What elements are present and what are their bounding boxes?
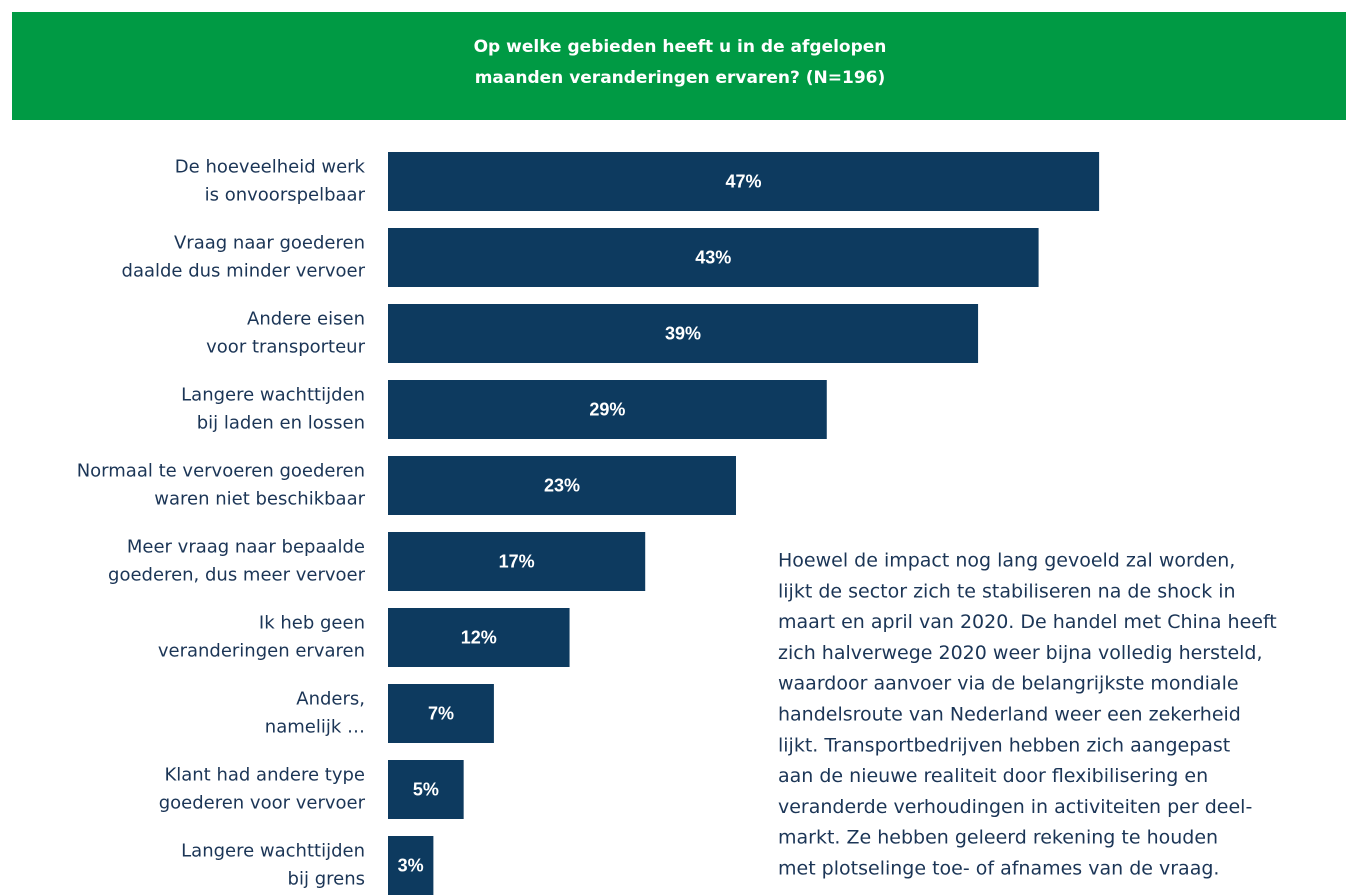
category-label: voor transporteur xyxy=(206,337,365,358)
bar xyxy=(388,532,646,591)
annotation-line: Hoewel de impact nog lang gevoeld zal wo… xyxy=(778,550,1235,572)
bar xyxy=(388,304,979,363)
chart-title: maanden veranderingen ervaren? (N=196) xyxy=(475,68,886,88)
annotation-line: markt. Ze hebben geleerd rekening te hou… xyxy=(778,827,1218,849)
bar xyxy=(388,380,827,439)
category-label: bij grens xyxy=(288,869,365,890)
annotation-line: waardoor aanvoer via de belangrijkste mo… xyxy=(778,673,1239,695)
header-band xyxy=(12,12,1346,120)
value-label: 23% xyxy=(544,475,580,495)
annotation-line: maart en april van 2020. De handel met C… xyxy=(778,611,1277,633)
category-label: Klant had andere type xyxy=(164,765,365,786)
category-label: Langere wachttijden xyxy=(181,385,365,406)
category-label: Anders, xyxy=(296,689,365,710)
category-label: Vraag naar goederen xyxy=(174,233,365,254)
annotation-line: aan de nieuwe realiteit door flexibilise… xyxy=(778,765,1208,787)
annotation-line: met plotselinge toe- of afnames van de v… xyxy=(778,858,1219,880)
category-label: bij laden en lossen xyxy=(197,413,365,434)
category-label: daalde dus minder vervoer xyxy=(122,261,366,282)
bar xyxy=(388,760,464,819)
category-label: goederen voor vervoer xyxy=(159,793,366,814)
bar xyxy=(388,608,570,667)
category-label: goederen, dus meer vervoer xyxy=(108,565,366,586)
bar xyxy=(388,684,494,743)
category-label: De hoeveelheid werk xyxy=(175,157,366,178)
category-label: Langere wachttijden xyxy=(181,841,365,862)
annotation-line: lijkt de sector zich te stabiliseren na … xyxy=(778,580,1236,602)
value-label: 43% xyxy=(695,247,731,267)
category-label: Andere eisen xyxy=(247,309,365,330)
category-label: Meer vraag naar bepaalde xyxy=(127,537,365,558)
annotation-line: veranderde verhoudingen in activiteiten … xyxy=(778,796,1252,818)
bar xyxy=(388,228,1039,287)
bar xyxy=(388,152,1100,211)
value-label: 29% xyxy=(589,399,625,419)
value-label: 5% xyxy=(413,779,439,799)
bar xyxy=(388,836,434,895)
bar xyxy=(388,456,736,515)
value-label: 17% xyxy=(499,551,535,571)
category-label: Ik heb geen xyxy=(259,613,365,634)
category-label: waren niet beschikbaar xyxy=(154,489,365,510)
value-label: 39% xyxy=(665,323,701,343)
chart-title: Op welke gebieden heeft u in de afgelope… xyxy=(474,37,887,57)
category-label: Normaal te vervoeren goederen xyxy=(77,461,365,482)
value-label: 12% xyxy=(461,627,497,647)
category-label: veranderingen ervaren xyxy=(158,641,365,662)
value-label: 3% xyxy=(398,855,424,875)
category-label: is onvoorspelbaar xyxy=(205,185,366,206)
annotation-line: zich halverwege 2020 weer bijna volledig… xyxy=(778,642,1263,664)
value-label: 47% xyxy=(726,171,762,191)
annotation-line: handelsroute van Nederland weer een zeke… xyxy=(778,704,1241,726)
category-label: namelijk … xyxy=(265,717,365,738)
value-label: 7% xyxy=(428,703,454,723)
annotation-line: lijkt. Transportbedrijven hebben zich aa… xyxy=(778,734,1230,756)
